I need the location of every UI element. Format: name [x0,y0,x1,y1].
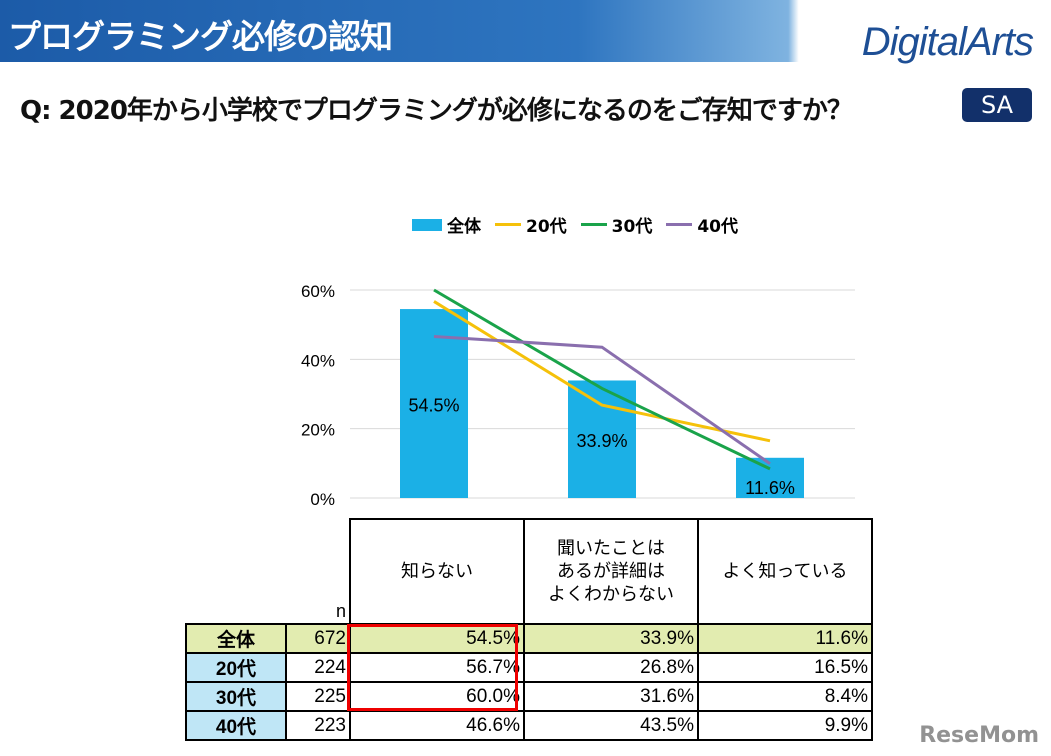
y-tick-label: 0% [310,490,335,509]
cell-value: 46.6% [349,710,525,741]
row-n: 225 [285,681,351,712]
row-label: 40代 [185,710,287,741]
table-row: 全体 672 54.5% 33.9% 11.6% [185,623,873,654]
data-table: n 知らない 聞いたことは あるが詳細は よくわからない よく知っている 全体 6… [185,518,873,741]
legend-item: 全体 [412,212,481,237]
row-label: 全体 [185,623,287,654]
legend-item: 30代 [580,212,653,237]
col-header: 知らない [349,518,525,624]
cell-value: 31.6% [523,681,699,712]
bar-data-label: 11.6% [745,478,795,498]
cell-value: 60.0% [349,681,525,712]
series-line-40代 [433,334,771,465]
digitalarts-logo: DigitalArts [861,20,1034,64]
table-row: 40代 223 46.6% 43.5% 9.9% [185,710,873,741]
table-row: 20代 224 56.7% 26.8% 16.5% [185,652,873,683]
col-header: 聞いたことは あるが詳細は よくわからない [523,518,699,624]
series-line-20代 [433,300,771,443]
bar [736,457,804,498]
cell-value: 43.5% [523,710,699,741]
highlight-box [347,624,518,711]
cell-value: 8.4% [697,681,873,712]
cell-value: 26.8% [523,652,699,683]
row-label: 30代 [185,681,287,712]
n-header: n [286,519,351,624]
y-tick-label: 40% [301,351,335,370]
row-n: 223 [285,710,351,741]
legend-label: 40代 [697,217,739,237]
page-title: プログラミング必修の認知 [8,17,393,56]
cell-value: 33.9% [523,623,699,654]
col-header: よく知っている [697,518,873,624]
legend-swatch [580,223,607,226]
bar-data-label: 33.9% [576,431,627,451]
y-tick-label: 20% [301,421,335,440]
resemom-watermark: ReseMom [919,723,1039,748]
cell-value: 54.5% [349,623,525,654]
cell-value: 9.9% [697,710,873,741]
cell-value: 56.7% [349,652,525,683]
legend-label: 30代 [611,217,653,237]
series-line-30代 [433,288,771,471]
legend-swatch [666,223,693,226]
chart-legend: 全体 20代 30代 40代 [412,212,738,237]
bar [400,309,468,498]
header-banner: プログラミング必修の認知 [0,0,1051,62]
table-row: 30代 225 60.0% 31.6% 8.4% [185,681,873,712]
sa-badge: SA [962,88,1032,122]
legend-label: 全体 [447,217,481,237]
legend-label: 20代 [526,217,567,237]
y-tick-label: 60% [301,282,335,301]
legend-swatch [495,223,521,226]
row-label: 20代 [185,652,287,683]
cell-value: 11.6% [697,623,873,654]
cell-value: 16.5% [697,652,873,683]
row-n: 672 [285,623,351,654]
question-text: Q: 2020年から小学校でプログラミングが必修になるのをご存知ですか？ [20,96,853,126]
legend-item: 20代 [495,212,567,237]
legend-item: 40代 [666,212,738,237]
legend-swatch [412,218,442,231]
bar-data-label: 54.5% [408,396,459,416]
row-n: 224 [285,652,351,683]
